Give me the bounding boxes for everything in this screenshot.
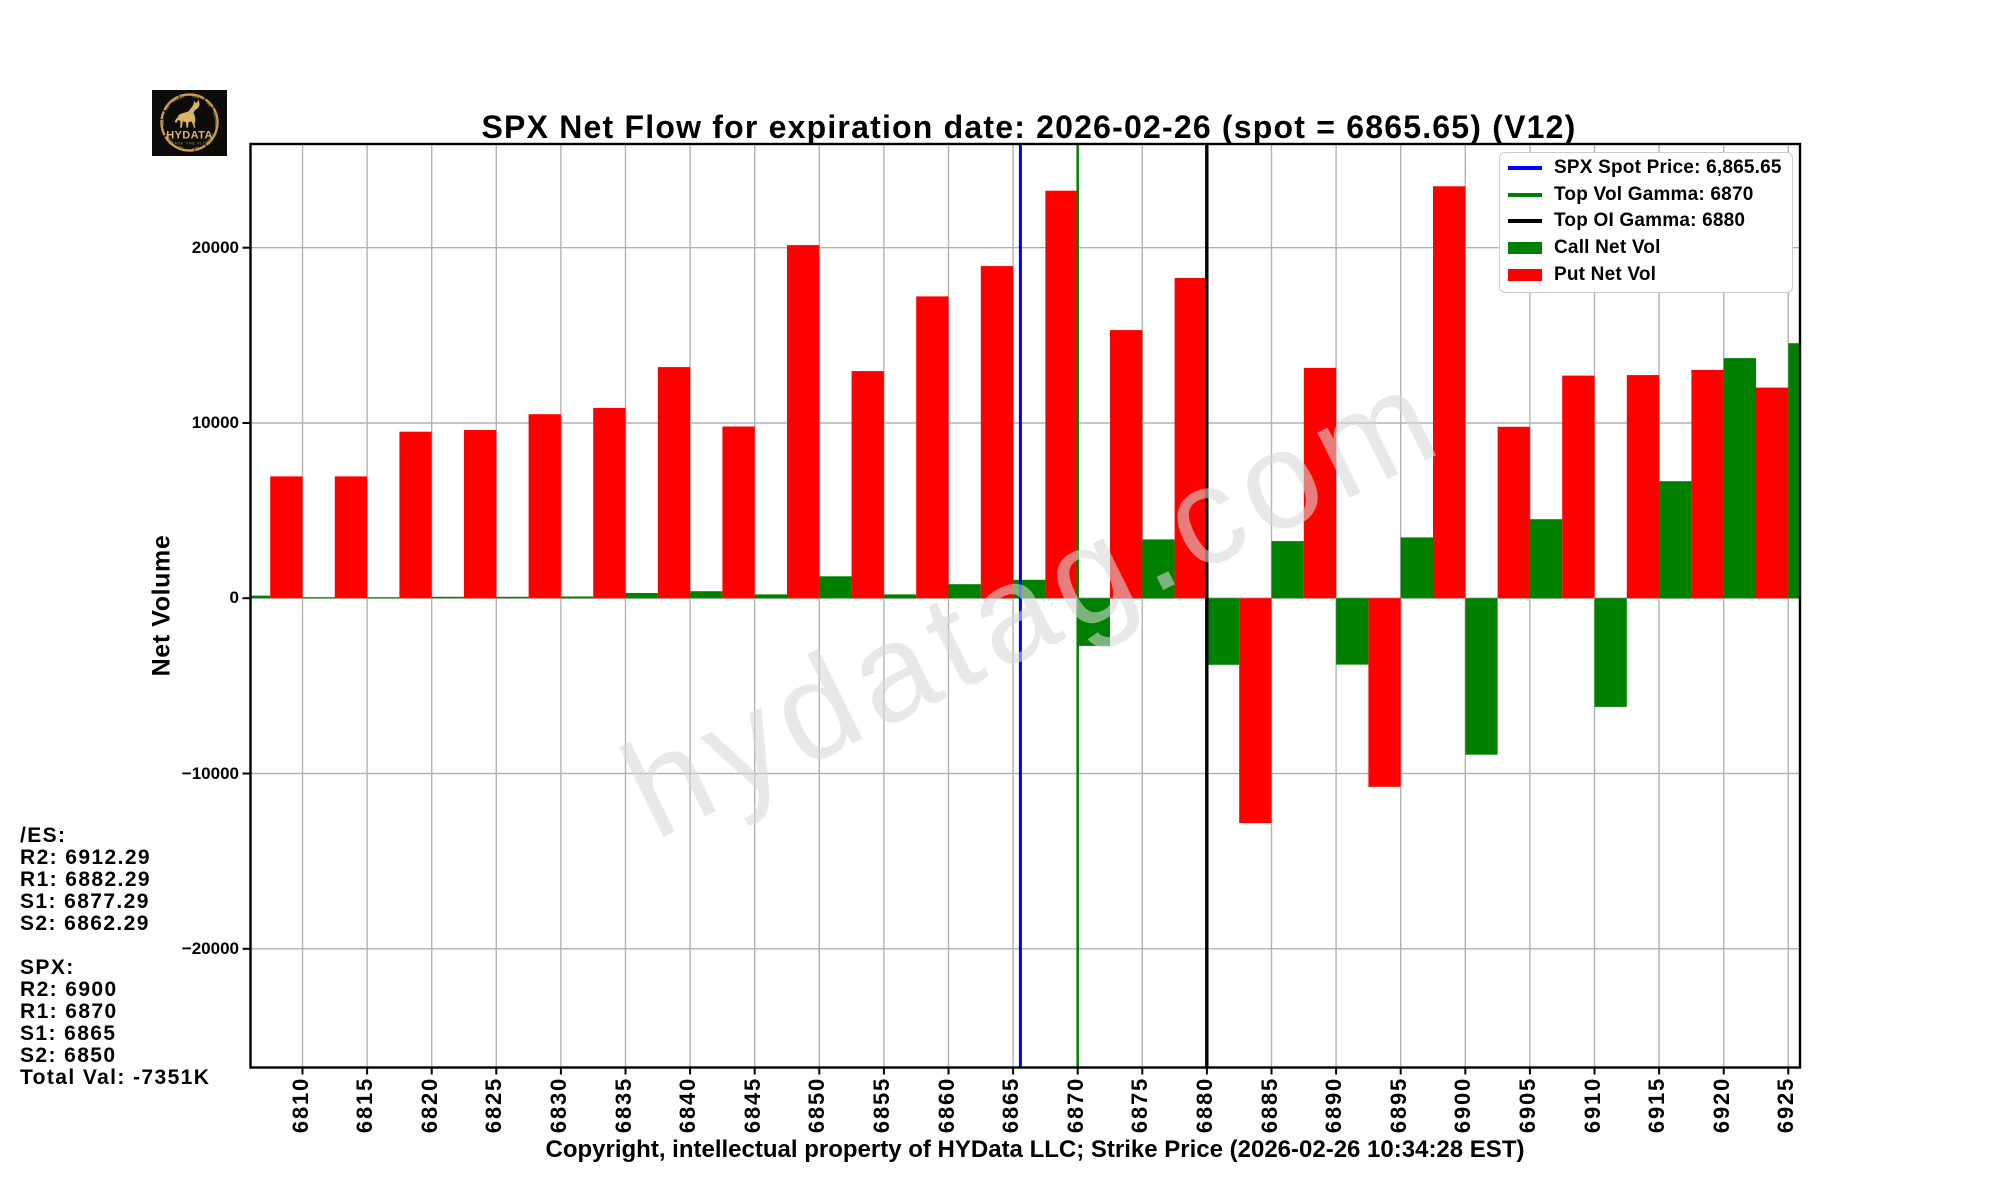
- svg-text:TRADE THE FLOW: TRADE THE FLOW: [168, 142, 211, 146]
- svg-text:HYDATA: HYDATA: [166, 130, 213, 142]
